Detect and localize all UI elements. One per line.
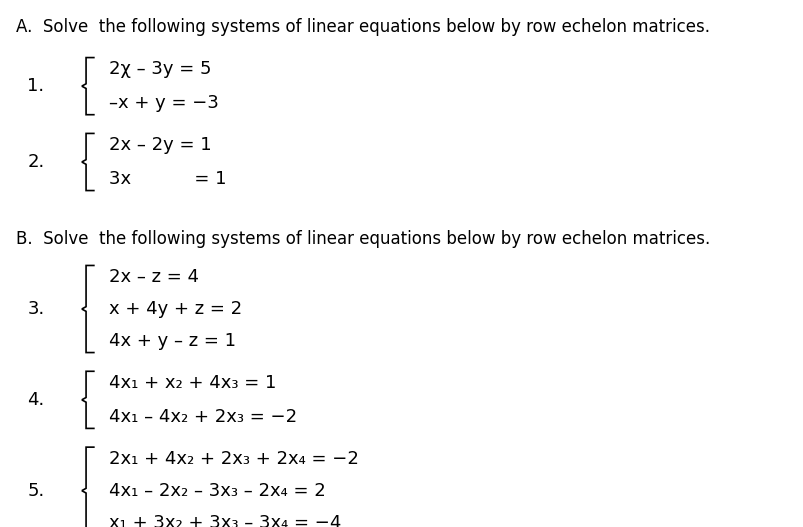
Text: 4x + y – z = 1: 4x + y – z = 1 (109, 332, 236, 350)
Text: 3.: 3. (27, 300, 44, 318)
Text: 2x – 2y = 1: 2x – 2y = 1 (109, 136, 211, 154)
Text: x₁ + 3x₂ + 3x₃ – 3x₄ = −4: x₁ + 3x₂ + 3x₃ – 3x₄ = −4 (109, 513, 341, 527)
Text: 2χ – 3y = 5: 2χ – 3y = 5 (109, 60, 211, 79)
Text: 4.: 4. (27, 391, 44, 409)
Text: 3x           = 1: 3x = 1 (109, 170, 226, 188)
Text: x + 4y + z = 2: x + 4y + z = 2 (109, 300, 242, 318)
Text: –x + y = −3: –x + y = −3 (109, 94, 218, 112)
Text: 1.: 1. (27, 77, 44, 95)
Text: 2.: 2. (27, 153, 44, 171)
Text: 4x₁ – 2x₂ – 3x₃ – 2x₄ = 2: 4x₁ – 2x₂ – 3x₃ – 2x₄ = 2 (109, 482, 325, 500)
Text: 2x₁ + 4x₂ + 2x₃ + 2x₄ = −2: 2x₁ + 4x₂ + 2x₃ + 2x₄ = −2 (109, 450, 358, 468)
Text: A.  Solve  the following systems of linear equations below by row echelon matric: A. Solve the following systems of linear… (16, 18, 709, 36)
Text: 4x₁ – 4x₂ + 2x₃ = −2: 4x₁ – 4x₂ + 2x₃ = −2 (109, 408, 297, 426)
Text: 4x₁ + x₂ + 4x₃ = 1: 4x₁ + x₂ + 4x₃ = 1 (109, 374, 276, 392)
Text: 2x – z = 4: 2x – z = 4 (109, 268, 199, 286)
Text: B.  Solve  the following systems of linear equations below by row echelon matric: B. Solve the following systems of linear… (16, 230, 709, 248)
Text: 5.: 5. (27, 482, 44, 500)
